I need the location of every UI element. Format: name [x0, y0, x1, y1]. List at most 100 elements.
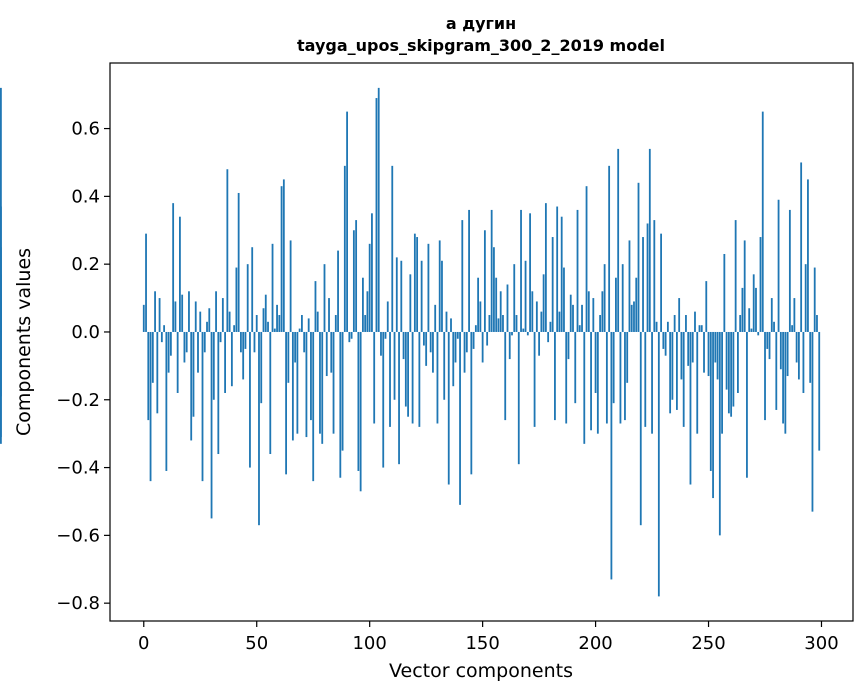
bar [330, 331, 333, 373]
bar [734, 220, 737, 332]
y-axis-ticks: −0.8 −0.6 −0.4 −0.2 0.0 0.2 0.4 0.6 [56, 119, 110, 614]
bar [642, 237, 644, 332]
bar [748, 308, 751, 332]
bar [285, 331, 287, 475]
bar [759, 237, 762, 332]
bar [544, 203, 547, 332]
bar [741, 287, 744, 332]
bar [730, 331, 733, 417]
bar [393, 331, 396, 400]
bar [653, 220, 656, 332]
bar [526, 331, 529, 336]
bar [601, 291, 604, 332]
bar [389, 331, 391, 427]
bar [520, 209, 522, 332]
bar [590, 331, 592, 431]
bar [359, 331, 362, 492]
bar [409, 274, 412, 332]
bar [337, 250, 339, 332]
bar [737, 331, 739, 393]
bar [612, 331, 615, 404]
bar [567, 331, 570, 360]
bar [554, 331, 556, 421]
bar [386, 301, 389, 332]
bar [743, 240, 746, 332]
bar [511, 331, 513, 336]
bar [210, 331, 213, 519]
bar [587, 291, 590, 332]
bar [325, 331, 328, 377]
bar [447, 331, 450, 485]
x-tick-label: 250 [691, 633, 725, 654]
bar [628, 240, 631, 332]
bar [581, 304, 583, 332]
bar [506, 284, 509, 332]
bar [411, 331, 414, 424]
bar [167, 331, 170, 373]
bar [154, 291, 156, 332]
bar [395, 257, 398, 332]
bar [371, 213, 373, 332]
bar [267, 321, 269, 332]
chart-title: а дугин [446, 14, 516, 33]
bar [714, 331, 717, 363]
bar [334, 315, 337, 332]
bar [558, 311, 561, 332]
bar [565, 331, 568, 424]
bar [253, 331, 256, 353]
bar [608, 165, 611, 332]
bar [671, 331, 674, 400]
bar [321, 331, 324, 444]
bar [217, 331, 220, 455]
y-axis-label: Components values [13, 248, 35, 436]
bar [676, 331, 678, 410]
bar [727, 331, 730, 414]
bar [621, 264, 624, 332]
bar [230, 331, 233, 387]
bar [493, 247, 495, 332]
bar [474, 325, 477, 332]
bar [499, 291, 502, 332]
bar [307, 318, 310, 332]
bar [655, 321, 658, 332]
bar [563, 267, 565, 332]
bar [481, 331, 484, 363]
bar [197, 331, 199, 373]
bar [246, 264, 249, 332]
bar [418, 331, 421, 427]
bar [703, 331, 705, 373]
bar [183, 331, 186, 363]
bar [522, 328, 525, 332]
bar [181, 294, 184, 332]
bar [508, 331, 511, 360]
bar [502, 315, 504, 332]
bar [420, 260, 423, 332]
bar [0, 294, 2, 332]
bar [477, 277, 480, 332]
bar [226, 169, 229, 332]
bar [314, 281, 317, 332]
bar [400, 260, 403, 332]
bar [605, 331, 608, 424]
bar [273, 328, 276, 332]
bar [341, 331, 344, 451]
bar [165, 331, 168, 471]
y-tick-label: −0.6 [56, 525, 100, 546]
bar [472, 331, 475, 349]
bar [413, 233, 416, 332]
bar [190, 331, 193, 441]
bar [732, 331, 735, 407]
bar [251, 247, 254, 332]
bar [398, 331, 400, 465]
bar [404, 331, 407, 407]
chart-subtitle: tayga_upos_skipgram_300_2_2019 model [297, 36, 665, 55]
bar [779, 331, 782, 370]
bar [791, 325, 794, 332]
bar [147, 331, 150, 421]
bar [142, 304, 145, 332]
bar [348, 331, 351, 343]
bar [529, 213, 531, 332]
bar [461, 220, 464, 332]
bar [515, 315, 518, 332]
bar [816, 315, 818, 332]
